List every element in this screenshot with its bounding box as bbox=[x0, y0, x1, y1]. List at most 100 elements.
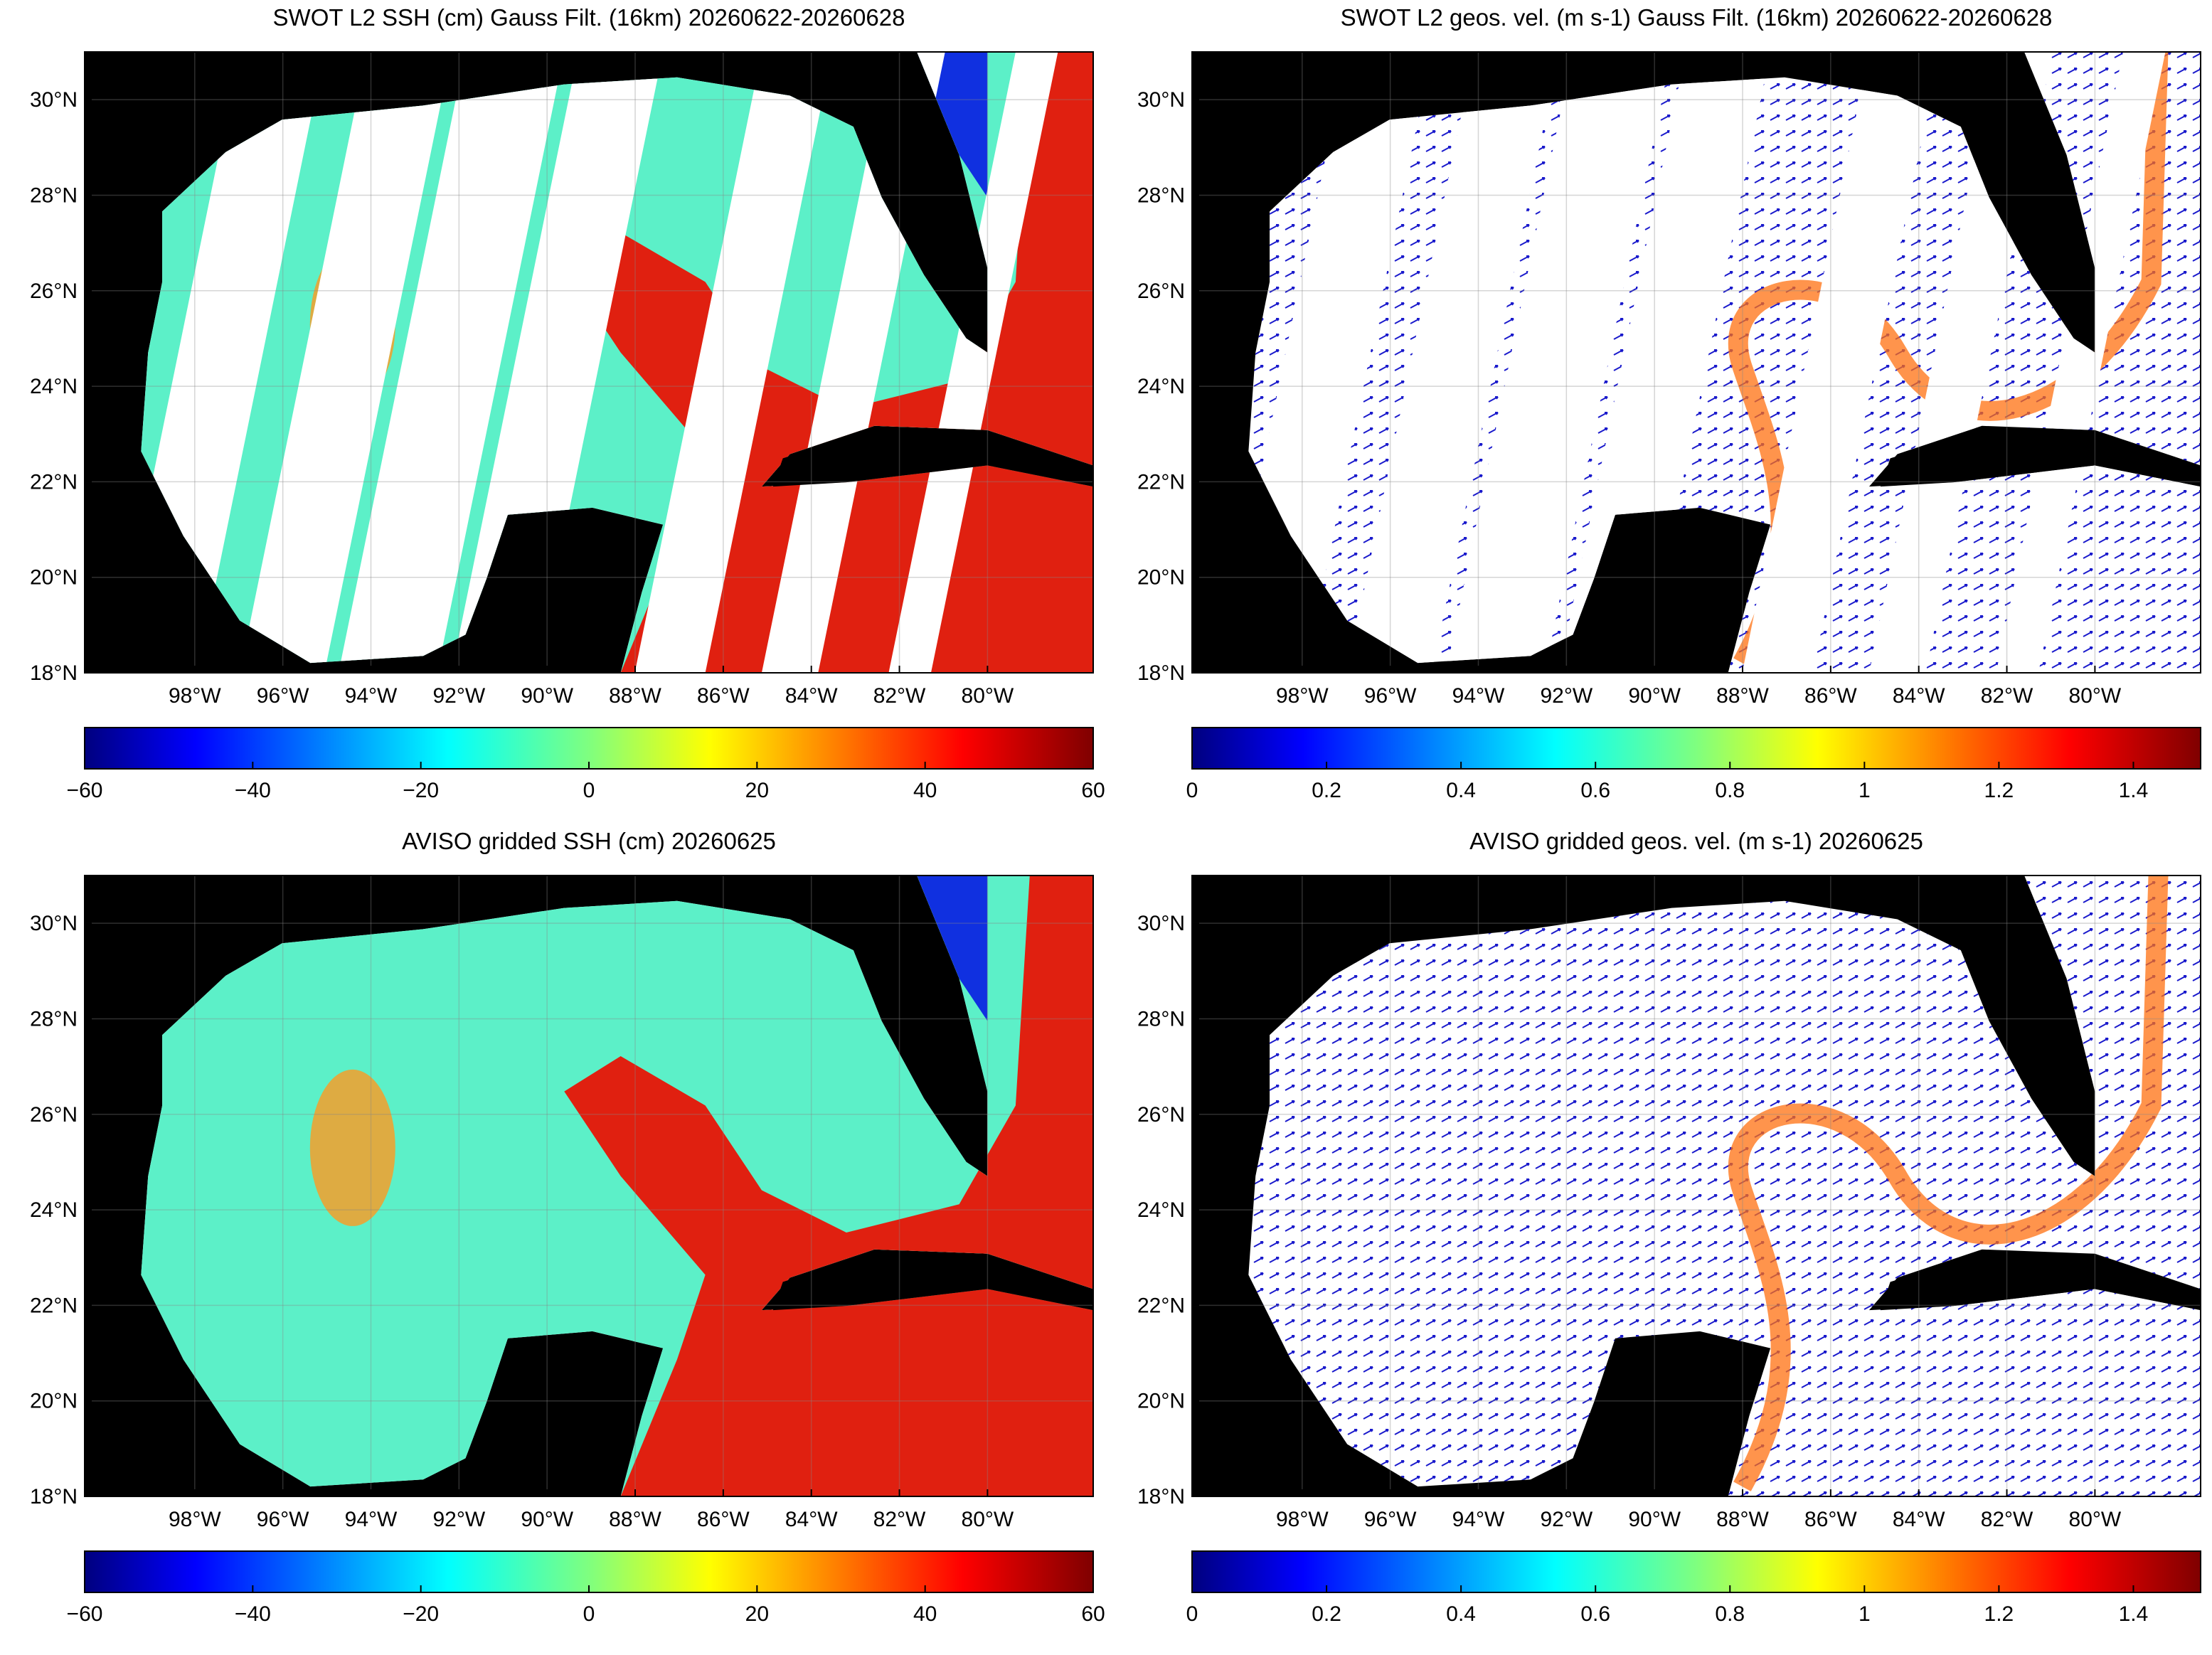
y-tick-label: 30°N bbox=[30, 912, 78, 935]
panel-title: SWOT L2 SSH (cm) Gauss Filt. (16km) 2026… bbox=[273, 4, 905, 31]
colorbar-tick-label: 1.2 bbox=[1984, 779, 2014, 802]
colorbar-tick-label: −40 bbox=[235, 1602, 271, 1626]
x-tick-label: 96°W bbox=[257, 684, 309, 708]
colorbar-tick-label: 0.2 bbox=[1312, 1602, 1341, 1626]
colorbar-tick-label: 1.2 bbox=[1984, 1602, 2014, 1626]
map-panel: SWOT L2 SSH (cm) Gauss Filt. (16km) 2026… bbox=[30, 4, 1105, 802]
cuba bbox=[772, 1253, 1093, 1311]
x-tick-label: 80°W bbox=[2069, 1508, 2122, 1531]
y-tick-label: 18°N bbox=[1137, 661, 1185, 685]
colorbar-tick-label: 0.4 bbox=[1446, 1602, 1476, 1626]
x-tick-label: 84°W bbox=[785, 1508, 838, 1531]
loop-current-vectors bbox=[1728, 52, 2169, 668]
colorbar-tick-label: −40 bbox=[235, 779, 271, 802]
loop-current-vectors bbox=[1728, 876, 2169, 1491]
colorbar bbox=[1191, 1550, 2201, 1593]
warm-eddy bbox=[309, 1069, 395, 1226]
map-frame bbox=[1191, 51, 2201, 674]
x-tick-label: 84°W bbox=[785, 684, 838, 708]
colorbar-tick-label: 0.8 bbox=[1715, 1602, 1745, 1626]
x-tick-label: 96°W bbox=[1364, 684, 1417, 708]
swath-gap bbox=[240, 52, 452, 673]
swath-gap bbox=[1445, 52, 1672, 673]
x-tick-label: 82°W bbox=[873, 1508, 926, 1531]
swath-gap bbox=[1347, 52, 1559, 673]
x-tick-label: 96°W bbox=[1364, 1508, 1417, 1531]
x-tick-label: 80°W bbox=[962, 684, 1014, 708]
y-tick-label: 22°N bbox=[1137, 1294, 1185, 1317]
y-tick-label: 20°N bbox=[1137, 566, 1185, 590]
y-tick-label: 28°N bbox=[1137, 183, 1185, 207]
x-tick-label: 94°W bbox=[345, 684, 398, 708]
x-tick-label: 98°W bbox=[1276, 1508, 1329, 1531]
colorbar-tick-label: −20 bbox=[403, 1602, 439, 1626]
map-frame bbox=[84, 875, 1094, 1497]
colorbar-tick-label: 0.6 bbox=[1580, 779, 1610, 802]
y-tick-label: 26°N bbox=[1137, 1103, 1185, 1127]
x-tick-label: 86°W bbox=[697, 684, 750, 708]
colorbar bbox=[1191, 727, 2201, 770]
x-tick-label: 92°W bbox=[1540, 1508, 1592, 1531]
x-tick-label: 82°W bbox=[1981, 684, 2033, 708]
x-tick-label: 88°W bbox=[609, 684, 661, 708]
map-frame bbox=[1191, 875, 2201, 1497]
colorbar-tick-label: 20 bbox=[745, 779, 769, 802]
y-tick-label: 24°N bbox=[1137, 1198, 1185, 1222]
x-tick-label: 84°W bbox=[1893, 684, 1945, 708]
colorbar-tick-label: 60 bbox=[1081, 779, 1105, 802]
y-tick-label: 20°N bbox=[30, 1390, 78, 1413]
x-tick-label: 92°W bbox=[432, 684, 485, 708]
y-tick-label: 26°N bbox=[30, 1103, 78, 1127]
cuba bbox=[772, 430, 1093, 487]
swath-gap bbox=[1742, 52, 1940, 673]
y-tick-label: 20°N bbox=[30, 566, 78, 590]
x-tick-label: 82°W bbox=[873, 684, 926, 708]
y-tick-label: 26°N bbox=[1137, 280, 1185, 303]
panel-title: SWOT L2 geos. vel. (m s-1) Gauss Filt. (… bbox=[1341, 4, 2053, 31]
colorbar-tick-label: 0 bbox=[583, 779, 595, 802]
panel-title: AVISO gridded geos. vel. (m s-1) 2026062… bbox=[1469, 828, 1923, 854]
swath-gap bbox=[451, 52, 664, 673]
y-tick-label: 28°N bbox=[1137, 1007, 1185, 1031]
colorbar-tick-label: −20 bbox=[403, 779, 439, 802]
colorbar-tick-label: 20 bbox=[745, 1602, 769, 1626]
loop-current bbox=[564, 876, 1093, 1496]
x-tick-label: 92°W bbox=[432, 1508, 485, 1531]
x-tick-label: 98°W bbox=[169, 1508, 221, 1531]
colorbar-tick-label: 0.8 bbox=[1715, 779, 1745, 802]
y-tick-label: 22°N bbox=[30, 470, 78, 494]
cuba bbox=[1880, 1253, 2201, 1311]
x-tick-label: 86°W bbox=[1804, 684, 1857, 708]
swath-gap bbox=[338, 52, 565, 673]
y-tick-label: 22°N bbox=[30, 1294, 78, 1317]
colorbar-tick-label: 1.4 bbox=[2119, 1602, 2149, 1626]
colorbar-tick-label: 0 bbox=[1186, 779, 1198, 802]
x-tick-label: 82°W bbox=[1981, 1508, 2033, 1531]
swath-gap bbox=[634, 52, 833, 673]
y-tick-label: 24°N bbox=[30, 1198, 78, 1222]
swath-gaps bbox=[1248, 52, 2166, 673]
x-tick-label: 94°W bbox=[1452, 1508, 1505, 1531]
y-tick-label: 26°N bbox=[30, 280, 78, 303]
x-tick-label: 84°W bbox=[1893, 1508, 1945, 1531]
x-tick-label: 94°W bbox=[345, 1508, 398, 1531]
y-tick-label: 30°N bbox=[30, 88, 78, 112]
x-tick-label: 80°W bbox=[2069, 684, 2122, 708]
x-tick-label: 88°W bbox=[609, 1508, 661, 1531]
y-tick-label: 18°N bbox=[1137, 1485, 1185, 1508]
y-tick-label: 30°N bbox=[1137, 912, 1185, 935]
x-tick-label: 94°W bbox=[1452, 684, 1505, 708]
map-frame bbox=[84, 51, 1094, 674]
colorbar-tick-label: 0 bbox=[1186, 1602, 1198, 1626]
colorbar-tick-label: 60 bbox=[1081, 1602, 1105, 1626]
y-tick-label: 30°N bbox=[1137, 88, 1185, 112]
colorbar-tick-label: −60 bbox=[67, 779, 103, 802]
x-tick-label: 90°W bbox=[521, 684, 573, 708]
x-tick-label: 98°W bbox=[169, 684, 221, 708]
panel-title: AVISO gridded SSH (cm) 20260625 bbox=[402, 828, 776, 854]
swath-gap bbox=[1996, 52, 2166, 673]
y-tick-label: 24°N bbox=[1137, 375, 1185, 398]
colorbar-tick-label: 0.6 bbox=[1580, 1602, 1610, 1626]
x-tick-label: 80°W bbox=[962, 1508, 1014, 1531]
